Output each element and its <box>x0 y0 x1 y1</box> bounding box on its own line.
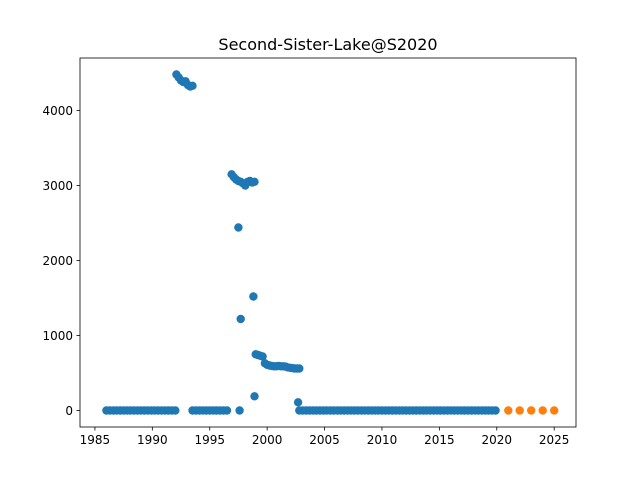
x-tick-label-1985: 1985 <box>80 433 111 447</box>
x-tick-label-2020: 2020 <box>482 433 513 447</box>
series-1-point-50 <box>250 177 259 186</box>
x-tick-label-1995: 1995 <box>194 433 225 447</box>
series-2-point-3 <box>538 406 547 415</box>
series-2-point-4 <box>550 406 559 415</box>
axes-layer: 1985 1990 1995 2000 2005 2010 2015 2020 2025 0 100… <box>42 57 577 447</box>
series-1-point-54 <box>249 292 258 301</box>
series-2-point-2 <box>527 406 536 415</box>
series-1-point-55 <box>250 392 259 401</box>
series-1-point-51 <box>234 223 243 232</box>
plot-frame <box>79 57 577 428</box>
x-tick-label-2015: 2015 <box>424 433 455 447</box>
series-1-point-52 <box>236 314 245 324</box>
series-2-point-1 <box>515 406 524 415</box>
series-1-point-28 <box>188 81 197 91</box>
series-1-point-20 <box>171 406 180 415</box>
x-tick-label-2025: 2025 <box>539 433 570 447</box>
points-layer <box>102 70 559 415</box>
x-tick-label-2010: 2010 <box>367 433 398 447</box>
series-1-point-53 <box>235 406 244 415</box>
y-tick-label-1000: 1000 <box>42 329 73 343</box>
series-1-point-76 <box>293 398 303 407</box>
x-tick-label-2000: 2000 <box>252 433 283 447</box>
series-1-point-75 <box>295 364 304 373</box>
x-tick-label-1990: 1990 <box>137 433 168 447</box>
y-tick-label-4000: 4000 <box>42 104 73 118</box>
x-tick-label-2005: 2005 <box>309 433 340 447</box>
y-tick-label-3000: 3000 <box>42 179 73 193</box>
y-tick-label-0: 0 <box>65 404 73 418</box>
series-1-point-59 <box>258 352 267 361</box>
series-2-point-0 <box>504 406 513 415</box>
chart-title: Second-Sister-Lake@S2020 <box>218 35 437 54</box>
y-tick-label-2000: 2000 <box>42 254 73 268</box>
series-1-point-134 <box>491 406 500 415</box>
series-1-point-39 <box>222 406 232 415</box>
